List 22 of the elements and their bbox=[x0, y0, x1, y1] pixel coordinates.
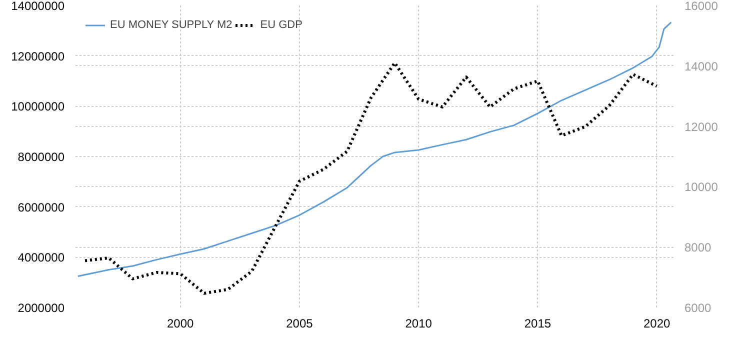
y-tick-label: 4000000 bbox=[18, 250, 65, 265]
y2-tick-label: 6000 bbox=[684, 301, 712, 315]
y2-tick-label: 16000 bbox=[684, 0, 718, 13]
y2-tick-label: 8000 bbox=[684, 240, 712, 255]
y-tick-label: 8000000 bbox=[18, 150, 65, 164]
y-tick-label: 2000000 bbox=[18, 301, 65, 315]
x-tick-label: 2005 bbox=[286, 316, 314, 330]
legend-label: EU GDP bbox=[260, 19, 302, 31]
x-tick-label: 2000 bbox=[166, 316, 194, 330]
y-tick-label: 12000000 bbox=[11, 49, 65, 64]
y2-tick-label: 12000 bbox=[684, 120, 718, 134]
y-tick-label: 14000000 bbox=[11, 0, 65, 13]
y2-tick-label: 14000 bbox=[684, 59, 718, 74]
line-series bbox=[84, 61, 658, 295]
legend-label: EU MONEY SUPPLY M2 bbox=[110, 19, 232, 31]
y2-tick-label: 10000 bbox=[684, 180, 718, 194]
x-tick-label: 2010 bbox=[405, 316, 432, 330]
line-series bbox=[77, 22, 672, 278]
x-tick-label: 2020 bbox=[643, 316, 670, 330]
y-tick-label: 10000000 bbox=[11, 100, 65, 114]
y-tick-label: 6000000 bbox=[18, 200, 65, 214]
x-tick-label: 2015 bbox=[524, 316, 552, 330]
